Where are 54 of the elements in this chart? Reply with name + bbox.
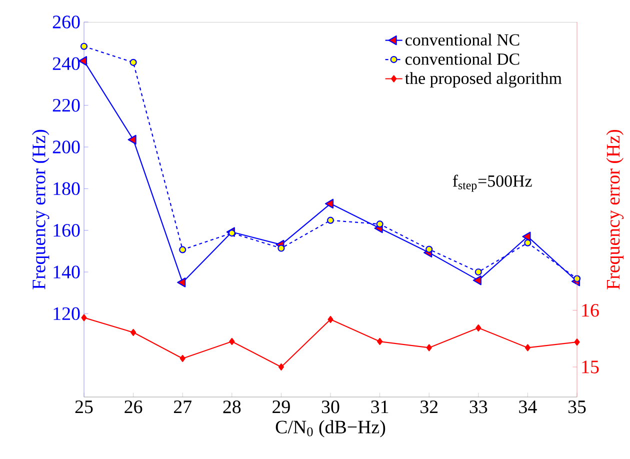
y-tick-label: 160 xyxy=(54,224,80,237)
x-tick-label: 32 xyxy=(420,400,438,414)
point xyxy=(426,246,433,253)
point xyxy=(524,344,530,352)
point xyxy=(130,58,137,66)
y-tick-label: 200 xyxy=(52,140,80,154)
point xyxy=(328,316,334,323)
x-tick-label: 35 xyxy=(568,400,586,414)
y2-axis-title: Frequency error (Hz) xyxy=(606,130,624,290)
y-tick-label: 260 xyxy=(52,16,80,28)
point xyxy=(128,134,136,145)
point xyxy=(574,338,580,346)
legend-label: conventional DC xyxy=(406,52,520,65)
point xyxy=(229,338,235,346)
y-tick-label: 120 xyxy=(54,307,80,320)
point xyxy=(81,314,87,322)
point xyxy=(524,239,532,246)
point xyxy=(177,278,186,288)
point xyxy=(326,216,334,224)
legend-label: the proposed algorithm xyxy=(405,72,562,88)
x-tick-label: 29 xyxy=(272,400,290,414)
point xyxy=(474,268,482,276)
point xyxy=(376,220,384,228)
point xyxy=(278,244,285,252)
x-tick-label: 31 xyxy=(371,400,388,414)
x-tick-label: 27 xyxy=(174,400,192,414)
x-tick-label: 25 xyxy=(75,400,93,414)
point xyxy=(426,344,432,352)
y-axis-title: Frequency error (Hz) xyxy=(32,130,50,290)
y-tick-label: 180 xyxy=(54,182,80,196)
point xyxy=(80,42,88,50)
y2-tick-label: 15 xyxy=(582,360,599,374)
x-axis-title: C/N$_{0}$ (dB−Hz) xyxy=(276,420,386,438)
point xyxy=(476,324,482,332)
y-tick-label: 240 xyxy=(52,57,80,70)
point xyxy=(130,328,136,336)
x-tick-label: 34 xyxy=(519,400,537,414)
point xyxy=(179,246,186,254)
x-tick-label: 30 xyxy=(322,400,340,414)
point xyxy=(377,338,383,346)
y2-tick-label: 16 xyxy=(582,304,599,317)
point xyxy=(228,230,236,237)
point xyxy=(278,363,284,371)
point xyxy=(522,232,531,242)
point xyxy=(324,198,334,209)
x-tick-label: 28 xyxy=(223,400,241,414)
x-tick-label: 33 xyxy=(470,400,488,414)
point xyxy=(180,354,186,362)
y-tick-label: 220 xyxy=(52,98,80,112)
y-tick-label: 140 xyxy=(54,266,80,278)
annotation: f$_{step}$=500Hz xyxy=(452,174,532,192)
point xyxy=(472,275,482,286)
legend-label: conventional NC xyxy=(406,34,520,46)
x-tick-label: 26 xyxy=(124,400,142,414)
